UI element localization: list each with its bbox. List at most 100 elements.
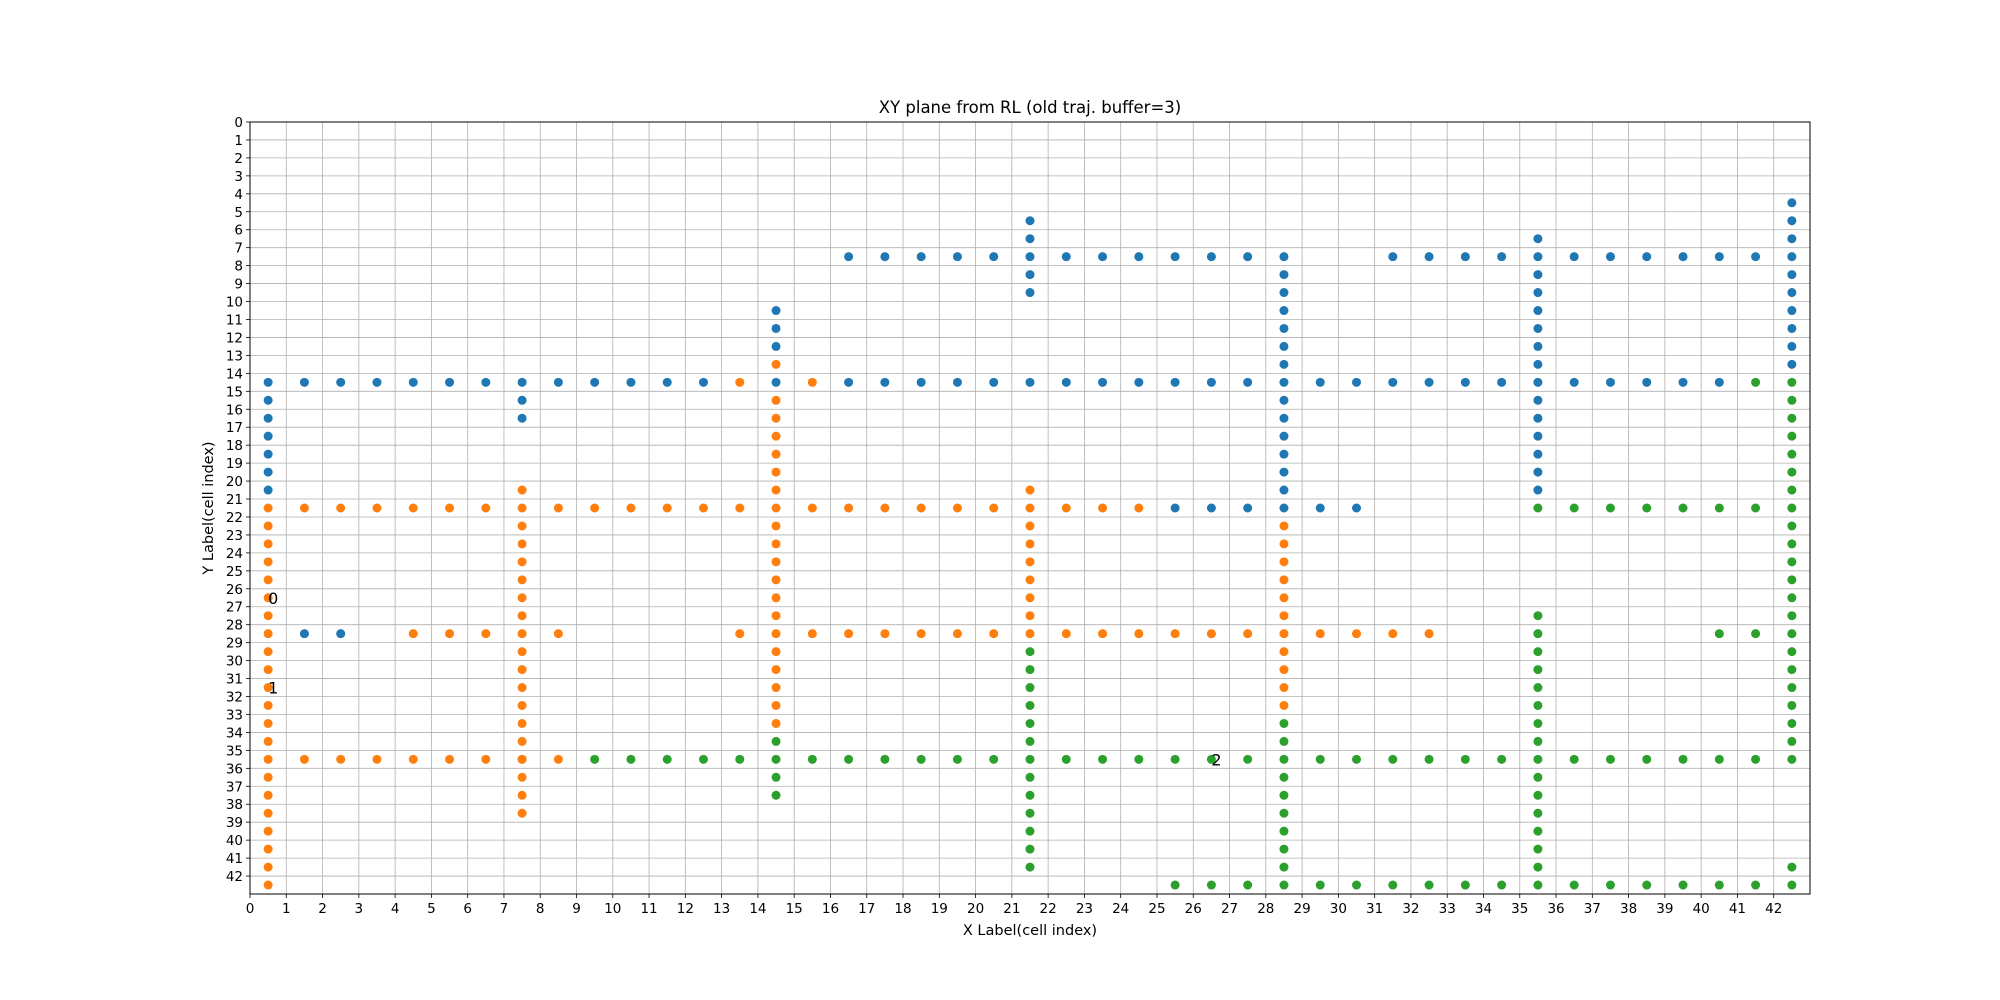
data-point	[1025, 611, 1035, 621]
data-point	[1279, 431, 1289, 441]
y-axis-ticks: 0123456789101112131415161718192021222324…	[226, 115, 250, 885]
data-point	[771, 736, 781, 746]
data-point	[517, 700, 527, 710]
data-point	[263, 521, 273, 531]
data-point	[263, 754, 273, 764]
data-point	[1279, 377, 1289, 387]
x-tick-label: 34	[1475, 901, 1492, 917]
data-point	[1787, 270, 1797, 280]
data-point	[263, 431, 273, 441]
data-point	[880, 377, 890, 387]
data-point	[1170, 377, 1180, 387]
y-tick-label: 34	[226, 725, 243, 741]
plot-frame	[249, 121, 1811, 895]
data-point	[916, 252, 926, 262]
x-tick-label: 10	[604, 901, 621, 917]
data-point	[263, 826, 273, 836]
data-point	[1025, 288, 1035, 298]
data-point	[263, 377, 273, 387]
x-tick-label: 38	[1620, 901, 1637, 917]
y-tick-label: 14	[226, 366, 243, 382]
data-point	[590, 754, 600, 764]
x-axis-label: X Label(cell index)	[963, 923, 1097, 939]
data-point	[1025, 862, 1035, 872]
chart-title: XY plane from RL (old traj. buffer=3)	[879, 98, 1181, 117]
data-point	[1751, 252, 1761, 262]
data-point	[1025, 629, 1035, 639]
data-point	[807, 503, 817, 513]
data-point	[1714, 503, 1724, 513]
data-point	[553, 503, 563, 513]
data-point	[1243, 629, 1253, 639]
data-point	[1787, 503, 1797, 513]
data-point	[1533, 700, 1543, 710]
y-tick-label: 20	[226, 474, 243, 490]
data-point	[1025, 521, 1035, 531]
data-point	[1787, 718, 1797, 728]
data-point	[1642, 880, 1652, 890]
data-point	[553, 754, 563, 764]
data-point	[263, 736, 273, 746]
data-point	[1025, 772, 1035, 782]
data-point	[844, 377, 854, 387]
data-point	[1678, 252, 1688, 262]
data-point	[771, 557, 781, 567]
data-point	[517, 593, 527, 603]
data-point	[916, 629, 926, 639]
data-point	[1134, 629, 1144, 639]
data-point	[263, 611, 273, 621]
data-point	[517, 539, 527, 549]
data-point	[517, 629, 527, 639]
data-point	[1279, 683, 1289, 693]
data-point	[1025, 503, 1035, 513]
data-point	[1279, 790, 1289, 800]
data-point	[1787, 611, 1797, 621]
data-point	[1279, 611, 1289, 621]
y-tick-label: 25	[226, 564, 243, 580]
data-point	[1134, 754, 1144, 764]
data-point	[1533, 449, 1543, 459]
data-point	[771, 665, 781, 675]
data-point	[1025, 485, 1035, 495]
data-point	[1061, 252, 1071, 262]
data-point	[771, 539, 781, 549]
data-point	[1279, 665, 1289, 675]
data-point	[1787, 323, 1797, 333]
data-point	[1533, 270, 1543, 280]
data-point	[1279, 862, 1289, 872]
x-tick-label: 2	[318, 901, 327, 917]
x-tick-label: 19	[931, 901, 948, 917]
y-tick-label: 33	[226, 707, 243, 723]
data-point	[1714, 629, 1724, 639]
data-point	[1533, 252, 1543, 262]
data-point	[1315, 377, 1325, 387]
data-point	[771, 718, 781, 728]
data-point	[626, 503, 636, 513]
data-point	[1206, 503, 1216, 513]
y-tick-label: 22	[226, 510, 243, 526]
data-point	[1279, 718, 1289, 728]
data-point	[1569, 377, 1579, 387]
data-point	[1279, 288, 1289, 298]
x-tick-label: 41	[1729, 901, 1746, 917]
data-point	[263, 413, 273, 423]
data-point	[1787, 557, 1797, 567]
data-point	[445, 754, 455, 764]
data-point	[1170, 629, 1180, 639]
data-point	[952, 252, 962, 262]
data-point	[771, 647, 781, 657]
data-point	[1279, 575, 1289, 585]
data-point	[1533, 611, 1543, 621]
y-tick-label: 0	[234, 115, 243, 131]
data-point	[1279, 844, 1289, 854]
y-tick-label: 26	[226, 582, 243, 598]
data-point	[1388, 880, 1398, 890]
x-tick-label: 13	[713, 901, 730, 917]
x-axis-ticks: 0 1 2 3 4 5 6 7 8 9 10 11 12 13 14 15 16 17 18 19 20 21 22 23 24…	[246, 894, 1782, 917]
y-tick-label: 31	[226, 672, 243, 688]
data-point	[1279, 270, 1289, 280]
data-point	[1243, 754, 1253, 764]
data-point	[1025, 270, 1035, 280]
data-point	[771, 790, 781, 800]
data-point	[880, 252, 890, 262]
